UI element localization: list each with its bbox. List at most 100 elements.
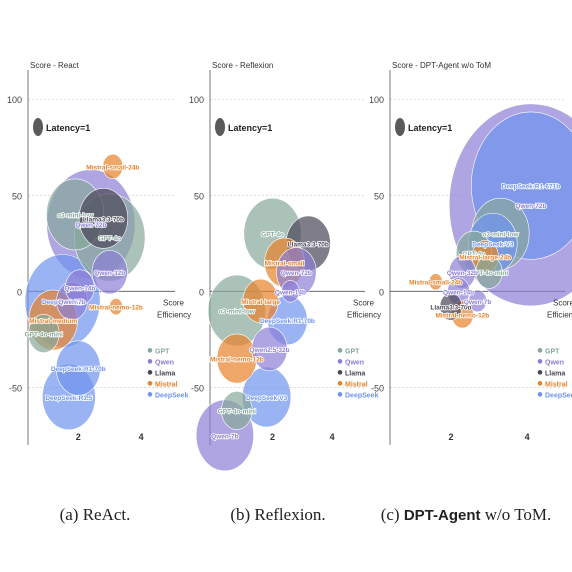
bubble-Mistral-small-24b: [428, 273, 443, 291]
legend-swatch-deepseek: [537, 392, 543, 397]
legend-swatch-gpt: [537, 348, 543, 353]
legend-label-deepseek: DeepSeek: [345, 392, 379, 399]
bubble-label: Mistral-small: [265, 261, 305, 268]
bubble-label: GPT-4o-mini: [25, 332, 63, 339]
x-tick-label: 4: [330, 432, 335, 442]
legend-swatch-mistral: [537, 381, 543, 386]
legend-swatch-gpt: [337, 348, 343, 353]
legend-label-deepseek: DeepSeek: [545, 392, 572, 399]
bubble-label: Mistral-large-24b: [459, 255, 511, 262]
bubble-label: Mistral-nemo-12b: [210, 357, 264, 364]
legend-label-llama: Llama: [545, 370, 565, 377]
caption-c-bold: DPT-Agent: [403, 507, 481, 524]
bubble-label: Qwen-7b: [464, 299, 491, 306]
bubble-Mistral-nemo-12b: [109, 298, 123, 316]
legend-swatch-deepseek: [147, 392, 153, 397]
bubble-label: Mistral-nemo-12b: [89, 305, 143, 312]
legend-label-gpt: GPT: [345, 348, 360, 355]
legend-label-gpt: GPT: [155, 348, 170, 355]
legend-swatch-deepseek: [337, 392, 343, 397]
panel-2: 100 50 0 -50 Score - DPT-Agent w/o ToM Qwen-7…: [369, 61, 572, 445]
bubble-GPT-4o-mini: [221, 391, 253, 430]
bubble-label: DeepSeek-R1-70b: [51, 366, 106, 373]
y-tick-label: 50: [194, 191, 204, 201]
bubble-Mistral-large: [242, 278, 279, 324]
y-axis-label: Score: [353, 298, 374, 307]
bubble-label: Qwen2.5-32b: [250, 347, 290, 354]
bubble-Mistral-small-24b: [102, 153, 124, 180]
bubble-label: GPT-4o: [261, 232, 284, 239]
bubble-label: GPT-4o: [462, 251, 485, 258]
bubble-label: Mistral-small-24b: [86, 164, 139, 171]
bubble-label: DeepSeek-V3: [42, 299, 84, 306]
panel-0: 100 50 0 -50 Score - React Qwen-72b DeepSeek-V…: [7, 61, 191, 445]
x-tick-label: 2: [270, 432, 275, 442]
bubble-label: Llama3.3-70b: [288, 241, 329, 248]
bubble-Qwen2.5-32b: [251, 326, 288, 372]
bubble-Qwen-14b: [281, 280, 300, 303]
x-tick-label: 2: [448, 432, 453, 442]
bubble-Llama3.3-70b: [78, 187, 129, 249]
bubble-label: Mistral-large: [241, 299, 280, 306]
bubble-label: Llama3.3-70b: [83, 216, 124, 223]
bubble-label: DeepSeek-V3: [246, 395, 288, 402]
y-tick-label: 100: [369, 95, 384, 105]
y-tick-label: -50: [191, 383, 204, 393]
bubble-label: Qwen-7b: [58, 299, 85, 306]
y-axis-label: Score: [163, 298, 184, 307]
y-tick-label: 100: [7, 95, 22, 105]
bubble-label: Qwen-14b: [64, 285, 95, 292]
bubble-label: Qwen-72b: [75, 222, 106, 229]
bubble-label: o3-mini-low: [57, 212, 94, 219]
legend-swatch-gpt: [147, 348, 153, 353]
caption-b-prefix: (b): [230, 505, 255, 524]
y-tick-label: 0: [17, 287, 22, 297]
bubble-Qwen-32b: [91, 249, 128, 295]
bubble-Llama3.3-70b: [439, 292, 463, 321]
bubble-label: Mistral-medium: [29, 318, 77, 325]
x-tick-label: 4: [525, 432, 530, 442]
bubble-label: DeepSeek-R1-70b: [260, 318, 315, 325]
legend-swatch-llama: [147, 370, 153, 375]
caption-c: (c) DPT-Agent w/o ToM.: [381, 505, 552, 525]
bubble-DeepSeek-R1-70b: [55, 340, 101, 396]
caption-a-text: ReAct.: [82, 505, 131, 524]
bubble-label: Mistral-small-24b: [409, 280, 462, 287]
caption-c-prefix: (c): [380, 505, 404, 524]
caption-b-text: Reflexion.: [254, 505, 326, 524]
bubble-layer: [24, 153, 146, 431]
legend-swatch-qwen: [147, 359, 153, 364]
y-tick-label: 50: [374, 191, 384, 201]
x-tick-label: 4: [139, 432, 144, 442]
bubble-label: DeepSeek-V3: [472, 241, 514, 248]
latency-marker-icon: [395, 118, 405, 136]
legend-swatch-mistral: [147, 381, 153, 386]
legend-label-qwen: Qwen: [345, 359, 364, 366]
legend-label-llama: Llama: [345, 370, 365, 377]
bubble-label: Llama3.3-70b: [430, 305, 471, 312]
bubble-label: GPT-4o-mini: [218, 408, 256, 415]
bubble-label: DeepSeek-R1.5: [45, 395, 92, 402]
caption-c-text: w/o ToM.: [480, 505, 552, 524]
legend-swatch-llama: [537, 370, 543, 375]
bubble-label: Qwen-32b: [94, 270, 125, 277]
bubble-label: o3-mini-low: [219, 309, 256, 316]
bubble-Qwen-14b: [65, 269, 95, 306]
bubble-label: Qwen-14b: [443, 289, 474, 296]
legend-label-qwen: Qwen: [155, 359, 174, 366]
bubble-Qwen-7b: [468, 289, 487, 313]
legend-swatch-qwen: [337, 359, 343, 364]
bubble-label: Qwen-72b: [281, 270, 312, 277]
bubble-label: Qwen-32b: [447, 270, 478, 277]
legend-label-deepseek: DeepSeek: [155, 392, 189, 399]
latency-label: Latency=1: [228, 123, 272, 133]
bubble-label: DeepSeek-R1-671b: [502, 184, 561, 191]
bubble-label: Qwen-14b: [275, 289, 306, 296]
bubble-label: Mistral-nemo-12b: [435, 312, 489, 319]
y-tick-label: 0: [199, 287, 204, 297]
latency-label: Latency=1: [46, 123, 90, 133]
bubble-label: Qwen-72b: [515, 203, 546, 210]
x-axis-label: Efficiency: [157, 310, 191, 319]
bubble-layer: [428, 103, 572, 329]
